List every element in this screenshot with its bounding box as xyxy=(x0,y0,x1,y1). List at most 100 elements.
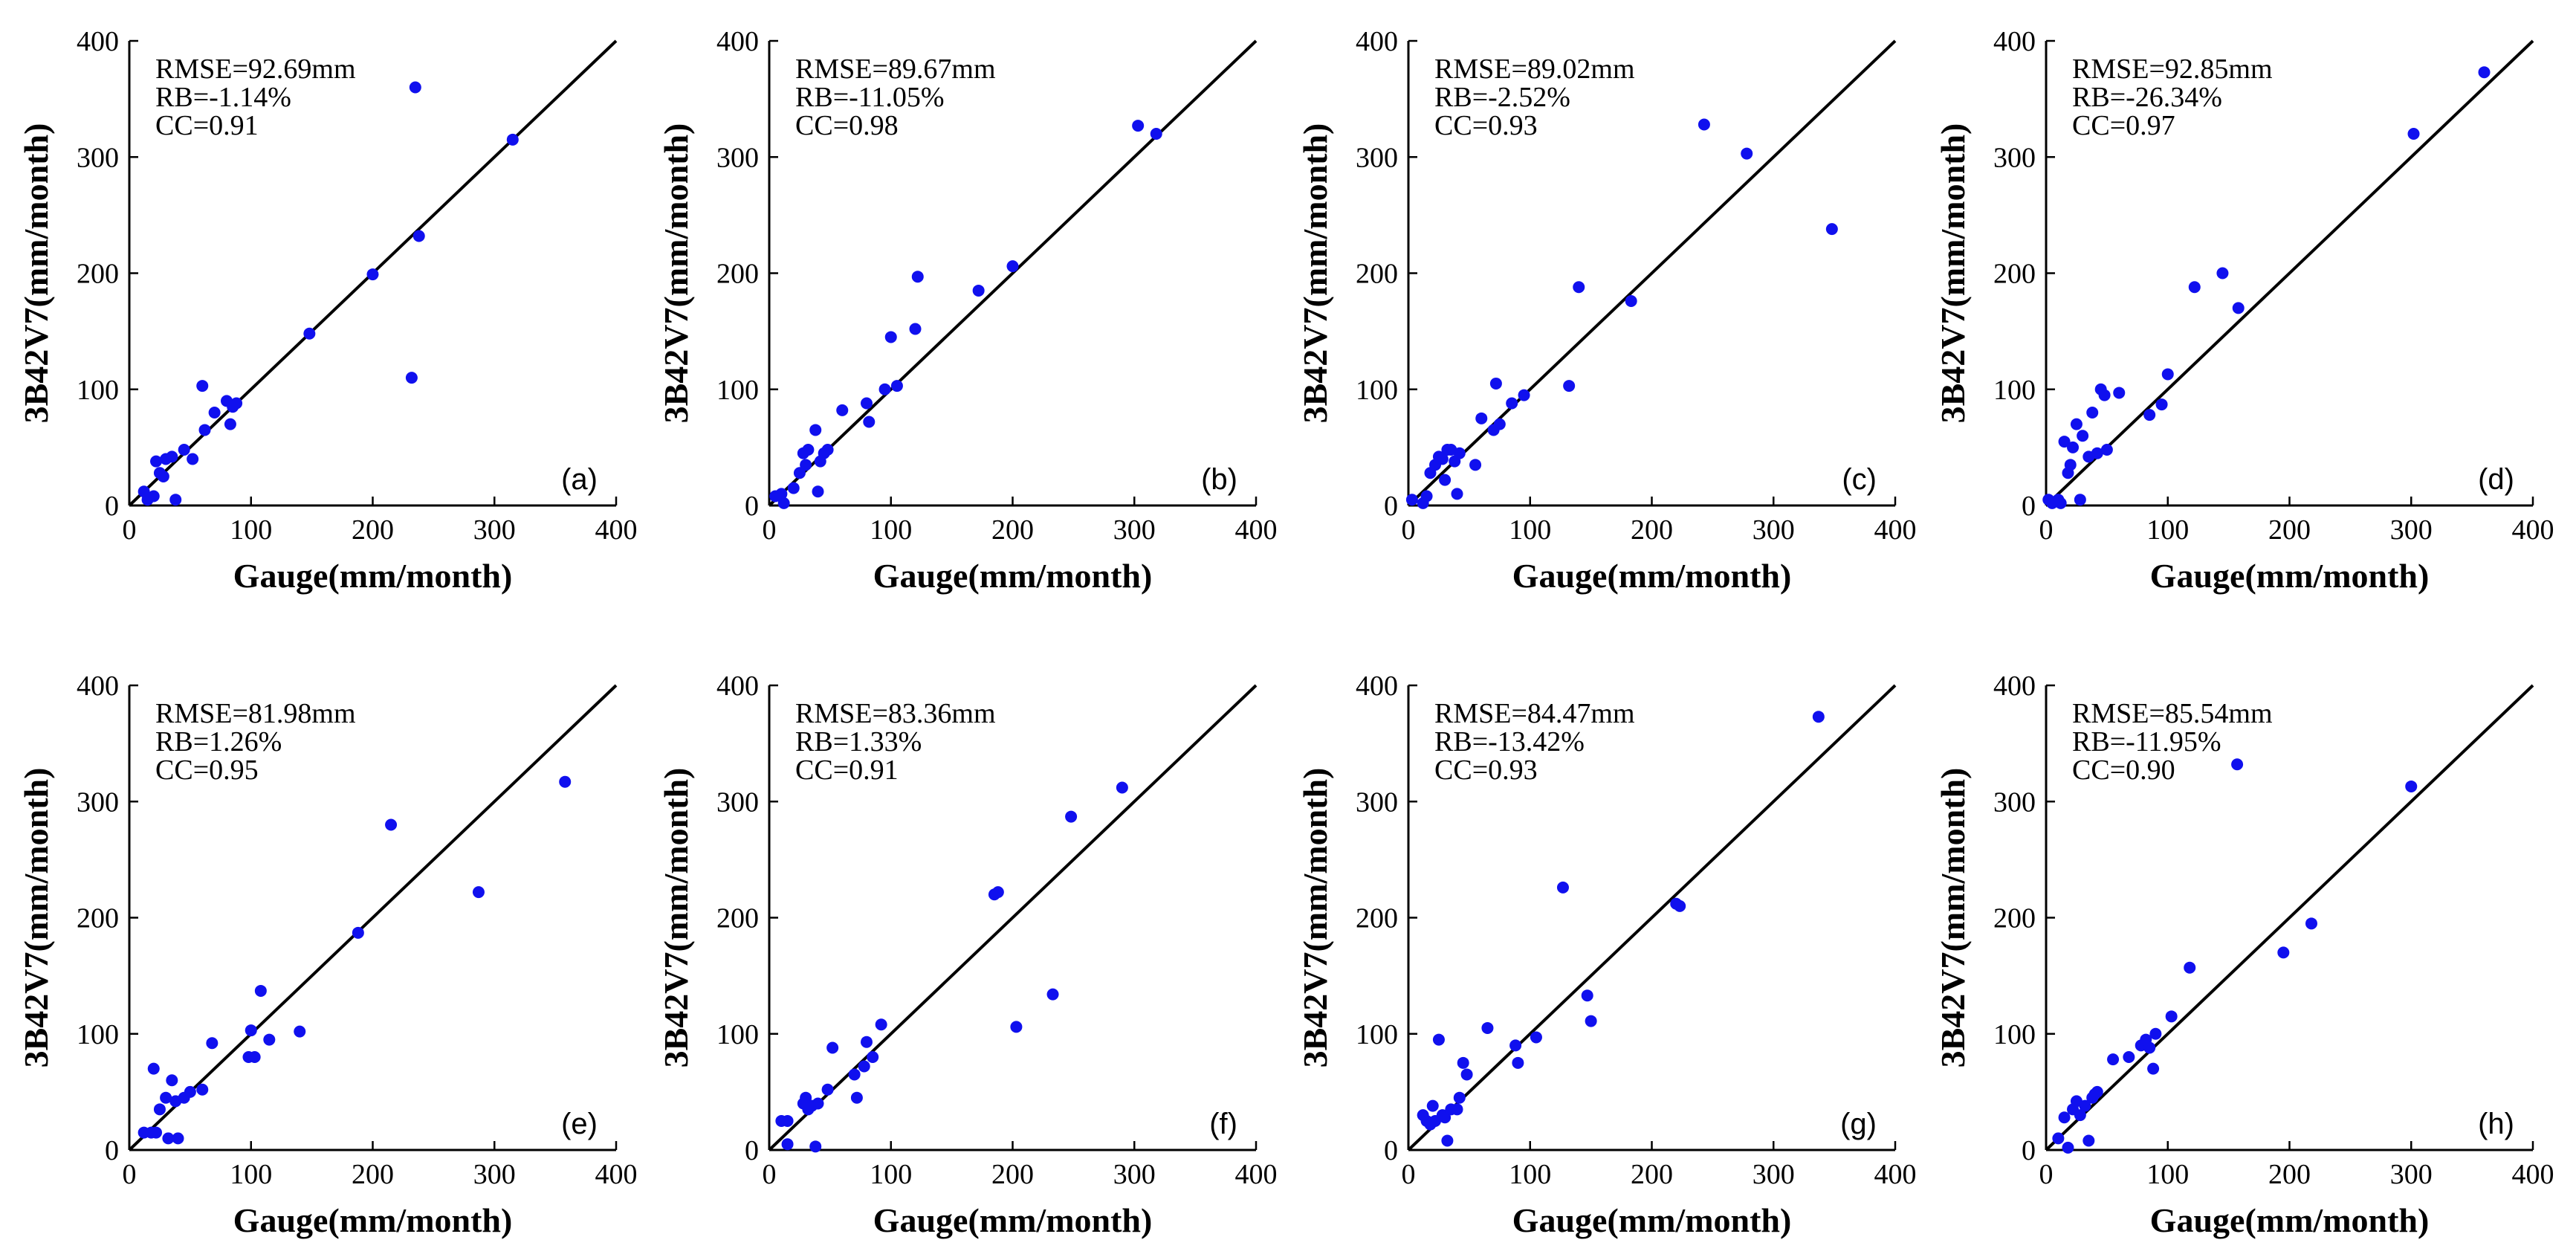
data-point xyxy=(1512,1056,1524,1069)
data-point xyxy=(800,1091,812,1104)
stat-annotation: RB=1.33% xyxy=(795,726,922,757)
panel-label: (e) xyxy=(561,1108,598,1140)
data-point xyxy=(1439,1111,1452,1124)
y-tick-label: 300 xyxy=(1356,786,1398,818)
x-tick-label: 300 xyxy=(473,1159,516,1190)
data-point xyxy=(2165,1010,2178,1023)
stat-annotation: RMSE=89.02mm xyxy=(1434,54,1635,85)
data-point xyxy=(1573,281,1585,294)
x-tick-label: 200 xyxy=(2268,1159,2311,1190)
y-tick-label: 0 xyxy=(745,1135,759,1166)
one-to-one-line xyxy=(768,39,1258,507)
data-point xyxy=(153,1103,166,1116)
x-axis-title: Gauge(mm/month) xyxy=(1512,1201,1792,1239)
x-tick-label: 400 xyxy=(1874,514,1917,546)
data-point xyxy=(1150,128,1162,140)
data-point xyxy=(836,404,849,416)
x-tick-label: 400 xyxy=(595,1159,638,1190)
data-point xyxy=(2091,447,2103,459)
data-point xyxy=(472,886,485,899)
x-tick-label: 400 xyxy=(2512,514,2554,546)
x-tick-label: 100 xyxy=(1509,1159,1551,1190)
data-point xyxy=(1065,810,1078,823)
panel-label: (g) xyxy=(1840,1108,1877,1140)
data-point xyxy=(187,453,199,465)
data-point xyxy=(1563,380,1576,392)
data-point xyxy=(2149,1027,2162,1040)
x-tick-label: 100 xyxy=(870,514,912,546)
x-tick-label: 300 xyxy=(2390,514,2433,546)
data-point xyxy=(781,1138,794,1151)
x-tick-label: 400 xyxy=(1235,514,1278,546)
data-point xyxy=(162,1132,175,1145)
scatter-panel: 0 100 200 300 400 0 100 200 300 400 Gauge(mm/month… xyxy=(17,671,638,1239)
data-point xyxy=(1457,1056,1469,1069)
y-tick-label: 400 xyxy=(77,671,119,702)
data-point xyxy=(2231,758,2244,771)
data-point xyxy=(1625,295,1637,307)
x-tick-label: 400 xyxy=(1874,1159,1917,1190)
data-point xyxy=(2123,1051,2135,1063)
data-point xyxy=(858,1060,870,1073)
stat-annotation: RB=1.26% xyxy=(155,726,282,757)
data-point xyxy=(1116,781,1128,794)
data-point xyxy=(2086,407,2099,419)
stat-annotation: CC=0.90 xyxy=(2072,755,2175,786)
y-tick-label: 400 xyxy=(1993,26,2036,57)
data-point xyxy=(911,271,924,283)
x-tick-label: 0 xyxy=(2039,1159,2054,1190)
data-point xyxy=(1469,459,1482,471)
data-point xyxy=(1509,1039,1522,1052)
x-tick-label: 300 xyxy=(1753,1159,1795,1190)
data-point xyxy=(850,1091,863,1104)
data-point xyxy=(230,397,243,410)
data-point xyxy=(2147,1062,2160,1075)
data-point xyxy=(2143,1041,2156,1054)
data-point xyxy=(2184,961,2196,974)
x-axis-title: Gauge(mm/month) xyxy=(2150,557,2430,595)
data-point xyxy=(1132,120,1145,132)
data-point xyxy=(775,488,788,500)
y-tick-label: 0 xyxy=(1384,1135,1398,1166)
data-point xyxy=(2407,128,2420,140)
data-point xyxy=(793,467,806,479)
x-tick-label: 300 xyxy=(1113,1159,1156,1190)
y-tick-label: 300 xyxy=(1993,142,2036,173)
data-point xyxy=(1481,1021,1494,1034)
stat-annotation: CC=0.98 xyxy=(795,110,899,141)
x-tick-label: 100 xyxy=(2146,1159,2189,1190)
scatter-panel: 0 100 200 300 400 0 100 200 300 400 Gauge(mm/month… xyxy=(1934,26,2554,595)
one-to-one-line xyxy=(2045,39,2534,507)
x-tick-label: 0 xyxy=(2039,514,2054,546)
x-tick-label: 100 xyxy=(870,1159,912,1190)
x-tick-label: 100 xyxy=(230,514,272,546)
x-axis-title: Gauge(mm/month) xyxy=(233,1201,513,1239)
data-point xyxy=(1741,147,1753,160)
data-point xyxy=(409,81,421,94)
data-point xyxy=(2107,1053,2120,1066)
one-to-one-line xyxy=(1407,684,1897,1151)
x-axis-title: Gauge(mm/month) xyxy=(233,557,513,595)
data-point xyxy=(2058,436,2071,448)
x-tick-label: 400 xyxy=(2512,1159,2554,1190)
x-tick-label: 0 xyxy=(1402,1159,1416,1190)
y-tick-label: 200 xyxy=(1993,903,2036,934)
panel-label: (f) xyxy=(1209,1108,1237,1140)
data-point xyxy=(1436,453,1449,465)
data-point xyxy=(206,1037,219,1050)
y-tick-label: 400 xyxy=(1993,671,2036,702)
panel-label: (a) xyxy=(561,463,598,496)
data-point xyxy=(1405,494,1418,506)
stat-annotation: RB=-2.52% xyxy=(1434,82,1570,113)
data-point xyxy=(224,418,236,430)
y-axis-title: 3B42V7(mm/month) xyxy=(17,123,55,424)
y-tick-label: 200 xyxy=(716,903,759,934)
data-point xyxy=(890,380,903,392)
data-point xyxy=(826,1041,839,1054)
data-point xyxy=(863,416,876,428)
panel-label: (h) xyxy=(2478,1108,2514,1140)
y-tick-label: 0 xyxy=(1384,491,1398,522)
data-point xyxy=(1006,260,1019,273)
data-point xyxy=(208,407,221,419)
y-tick-label: 400 xyxy=(1356,671,1398,702)
